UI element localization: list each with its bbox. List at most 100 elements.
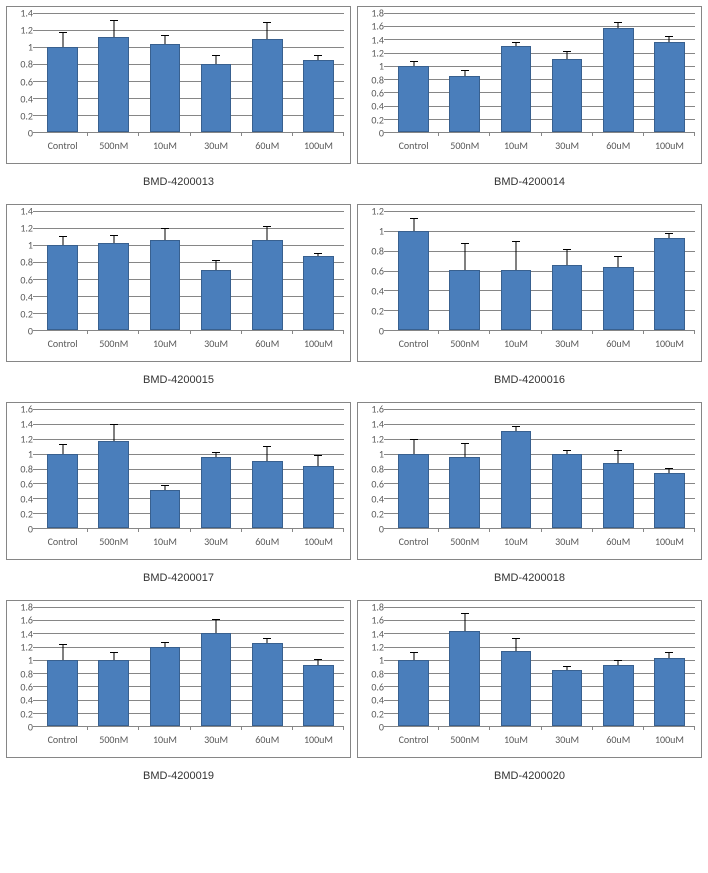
- y-axis-tick-label: 0: [7, 325, 33, 338]
- bar: [552, 265, 583, 330]
- y-axis-tick-label: 1.6: [358, 614, 384, 627]
- x-axis-category-label: 500nM: [439, 135, 490, 157]
- y-axis-tick-label: 0.4: [7, 493, 33, 506]
- bar: [501, 431, 532, 528]
- chart-panel: 00.20.40.60.811.21.4Control500nM10uM30uM…: [6, 6, 351, 194]
- y-axis-tick-label: 0.2: [7, 109, 33, 122]
- y-axis-tick-label: 0.4: [358, 100, 384, 113]
- x-axis-category-label: 30uM: [191, 531, 242, 553]
- chart-panel: 00.20.40.60.811.21.41.61.8Control500nM10…: [357, 6, 702, 194]
- y-axis-tick-label: 0.6: [358, 86, 384, 99]
- x-axis-category-label: 100uM: [293, 333, 344, 355]
- x-axis-category-label: 60uM: [593, 729, 644, 751]
- chart-caption: BMD-4200019: [6, 770, 351, 782]
- y-axis-tick-label: 0.6: [7, 75, 33, 88]
- chart-caption: BMD-4200013: [6, 176, 351, 188]
- bar: [47, 660, 78, 726]
- bar-chart: 00.20.40.60.811.21.41.61.8Control500nM10…: [6, 600, 351, 758]
- y-axis-tick-label: 0: [7, 127, 33, 140]
- bar: [303, 665, 334, 726]
- y-axis-tick-label: 0: [358, 523, 384, 536]
- bar-chart: 00.20.40.60.811.21.41.61.8Control500nM10…: [357, 600, 702, 758]
- bar: [303, 466, 334, 528]
- y-axis-tick-label: 1.6: [7, 403, 33, 416]
- x-axis-category-label: 30uM: [191, 729, 242, 751]
- y-axis-tick-label: 0.4: [358, 284, 384, 297]
- bar: [501, 651, 532, 726]
- y-axis-tick-label: 0: [358, 721, 384, 734]
- x-axis-category-label: Control: [388, 729, 439, 751]
- bar: [201, 270, 232, 330]
- x-axis-category-label: 30uM: [542, 531, 593, 553]
- x-axis-category-label: 30uM: [191, 333, 242, 355]
- y-axis-tick-label: 0.6: [358, 478, 384, 491]
- x-axis-category-label: 500nM: [439, 531, 490, 553]
- bar: [552, 454, 583, 528]
- bar-chart: 00.20.40.60.811.21.41.6Control500nM10uM3…: [357, 402, 702, 560]
- y-axis-tick-label: 1.2: [7, 640, 33, 653]
- x-axis-category-label: 60uM: [242, 333, 293, 355]
- bar: [449, 270, 480, 330]
- bar: [252, 39, 283, 133]
- chart-panel: 00.20.40.60.811.21.41.61.8Control500nM10…: [357, 600, 702, 788]
- y-axis-tick-label: 1.4: [7, 205, 33, 218]
- bar-chart: 00.20.40.60.811.21.41.61.8Control500nM10…: [357, 6, 702, 164]
- x-axis-category-label: 100uM: [644, 531, 695, 553]
- bar: [98, 660, 129, 726]
- bar: [501, 46, 532, 132]
- x-axis-category-label: 30uM: [542, 729, 593, 751]
- bar: [654, 42, 685, 132]
- y-axis-tick-label: 0.2: [7, 508, 33, 521]
- x-axis-category-label: 500nM: [88, 729, 139, 751]
- x-axis-category-label: 60uM: [593, 531, 644, 553]
- bar: [654, 658, 685, 726]
- x-axis-category-label: Control: [37, 531, 88, 553]
- x-axis-category-label: 500nM: [439, 333, 490, 355]
- y-axis-tick-label: 0.8: [358, 463, 384, 476]
- bar: [47, 47, 78, 132]
- x-axis-category-label: Control: [37, 729, 88, 751]
- x-axis-category-label: 100uM: [293, 729, 344, 751]
- x-axis-category-label: 500nM: [88, 531, 139, 553]
- bar: [603, 463, 634, 528]
- chart-panel: 00.20.40.60.811.21.41.6Control500nM10uM3…: [6, 402, 351, 590]
- y-axis-tick-label: 0: [7, 523, 33, 536]
- x-axis-category-label: 10uM: [490, 729, 541, 751]
- y-axis-tick-label: 1: [358, 60, 384, 73]
- bar: [603, 665, 634, 726]
- y-axis-tick-label: 1.4: [7, 418, 33, 431]
- bar: [150, 490, 181, 528]
- y-axis-tick-label: 1.6: [358, 403, 384, 416]
- bar-chart: 00.20.40.60.811.2Control500nM10uM30uM60u…: [357, 204, 702, 362]
- x-axis-category-label: 60uM: [593, 135, 644, 157]
- bar: [552, 59, 583, 132]
- x-axis-category-label: Control: [388, 333, 439, 355]
- y-axis-tick-label: 1.2: [7, 222, 33, 235]
- bar: [303, 256, 334, 330]
- bar: [398, 660, 429, 726]
- bar: [98, 243, 129, 330]
- y-axis-tick-label: 0.8: [7, 667, 33, 680]
- x-axis-category-label: 500nM: [439, 729, 490, 751]
- chart-panel: 00.20.40.60.811.2Control500nM10uM30uM60u…: [357, 204, 702, 392]
- x-axis-category-label: 10uM: [139, 729, 190, 751]
- chart-caption: BMD-4200014: [357, 176, 702, 188]
- x-axis-category-label: 30uM: [191, 135, 242, 157]
- x-axis-category-label: 100uM: [293, 531, 344, 553]
- x-axis-category-label: Control: [388, 531, 439, 553]
- bar: [552, 670, 583, 726]
- y-axis-tick-label: 0.8: [7, 463, 33, 476]
- x-axis-category-label: 60uM: [242, 531, 293, 553]
- y-axis-tick-label: 0.4: [7, 290, 33, 303]
- bar-chart: 00.20.40.60.811.21.41.6Control500nM10uM3…: [6, 402, 351, 560]
- x-axis-category-label: 500nM: [88, 333, 139, 355]
- y-axis-tick-label: 0.6: [7, 680, 33, 693]
- x-axis-category-label: 100uM: [293, 135, 344, 157]
- y-axis-tick-label: 0.4: [358, 493, 384, 506]
- y-axis-tick-label: 1.4: [7, 7, 33, 20]
- chart-caption: BMD-4200018: [357, 572, 702, 584]
- y-axis-tick-label: 1.2: [358, 433, 384, 446]
- x-axis-category-label: Control: [388, 135, 439, 157]
- y-axis-tick-label: 0.2: [7, 307, 33, 320]
- y-axis-tick-label: 0: [358, 325, 384, 338]
